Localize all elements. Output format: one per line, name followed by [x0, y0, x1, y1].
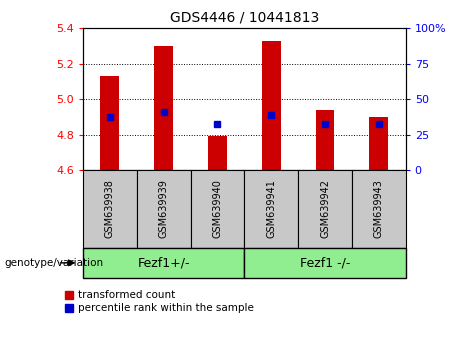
Bar — [316, 110, 334, 170]
Bar — [298, 170, 352, 248]
Bar — [154, 46, 173, 170]
Text: GSM639939: GSM639939 — [159, 179, 169, 238]
Text: GSM639942: GSM639942 — [320, 179, 330, 238]
Legend: transformed count, percentile rank within the sample: transformed count, percentile rank withi… — [65, 290, 254, 313]
Text: genotype/variation: genotype/variation — [5, 258, 104, 268]
Bar — [100, 76, 119, 170]
Text: GSM639938: GSM639938 — [105, 179, 115, 238]
Bar — [208, 136, 227, 170]
Text: GSM639940: GSM639940 — [213, 179, 223, 238]
Text: GSM639941: GSM639941 — [266, 179, 276, 238]
Title: GDS4446 / 10441813: GDS4446 / 10441813 — [170, 10, 319, 24]
Bar — [83, 170, 137, 248]
Text: Fezf1+/-: Fezf1+/- — [137, 256, 190, 269]
Text: Fezf1 -/-: Fezf1 -/- — [300, 256, 350, 269]
Bar — [369, 117, 388, 170]
Bar — [137, 170, 190, 248]
Bar — [262, 41, 281, 170]
Bar — [352, 170, 406, 248]
Text: GSM639943: GSM639943 — [374, 179, 384, 238]
Bar — [83, 248, 244, 278]
Bar — [244, 170, 298, 248]
Bar — [190, 170, 244, 248]
Bar — [244, 248, 406, 278]
